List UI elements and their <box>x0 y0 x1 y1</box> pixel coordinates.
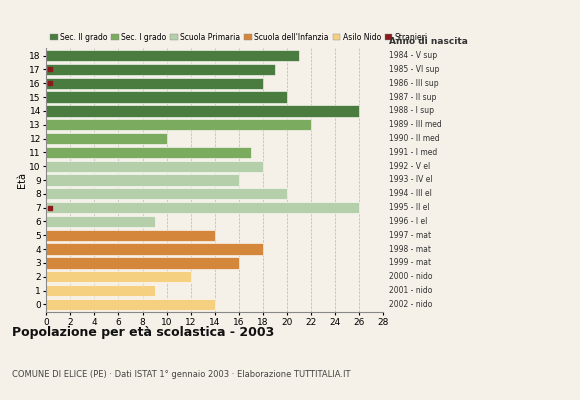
Text: 2002 - nido: 2002 - nido <box>389 300 432 309</box>
Text: 1989 - III med: 1989 - III med <box>389 120 441 129</box>
Text: 1995 - II el: 1995 - II el <box>389 203 429 212</box>
Legend: Sec. II grado, Sec. I grado, Scuola Primaria, Scuola dell'Infanzia, Asilo Nido, : Sec. II grado, Sec. I grado, Scuola Prim… <box>50 32 427 42</box>
Text: 1999 - mat: 1999 - mat <box>389 258 431 268</box>
Bar <box>46 50 299 61</box>
Text: 2001 - nido: 2001 - nido <box>389 286 432 295</box>
Bar <box>46 285 154 296</box>
Y-axis label: Età: Età <box>17 172 27 188</box>
Bar <box>46 271 191 282</box>
Bar <box>46 119 311 130</box>
Bar <box>46 78 263 89</box>
Text: 1984 - V sup: 1984 - V sup <box>389 51 437 60</box>
Text: 1985 - VI sup: 1985 - VI sup <box>389 65 439 74</box>
Text: Popolazione per età scolastica - 2003: Popolazione per età scolastica - 2003 <box>12 326 274 339</box>
Text: 1998 - mat: 1998 - mat <box>389 245 430 254</box>
Text: 1994 - III el: 1994 - III el <box>389 189 432 198</box>
Text: 2000 - nido: 2000 - nido <box>389 272 432 281</box>
Bar <box>46 147 251 158</box>
Bar <box>46 257 238 268</box>
Text: 1993 - IV el: 1993 - IV el <box>389 176 432 184</box>
Bar <box>46 64 275 75</box>
Text: 1991 - I med: 1991 - I med <box>389 148 437 157</box>
Text: 1986 - III sup: 1986 - III sup <box>389 79 438 88</box>
Bar <box>46 160 263 172</box>
Text: 1992 - V el: 1992 - V el <box>389 162 430 171</box>
Bar <box>46 92 287 103</box>
Bar <box>46 202 359 213</box>
Bar <box>46 105 359 116</box>
Text: 1997 - mat: 1997 - mat <box>389 231 431 240</box>
Bar <box>46 216 154 227</box>
Text: 1987 - II sup: 1987 - II sup <box>389 92 436 102</box>
Text: 1996 - I el: 1996 - I el <box>389 217 427 226</box>
Bar <box>46 244 263 255</box>
Bar <box>46 188 287 200</box>
Text: Anno di nascita: Anno di nascita <box>389 37 467 46</box>
Bar <box>46 299 215 310</box>
Bar <box>46 230 215 241</box>
Bar <box>46 174 238 186</box>
Text: COMUNE DI ELICE (PE) · Dati ISTAT 1° gennaio 2003 · Elaborazione TUTTITALIA.IT: COMUNE DI ELICE (PE) · Dati ISTAT 1° gen… <box>12 370 350 379</box>
Text: 1988 - I sup: 1988 - I sup <box>389 106 434 115</box>
Bar <box>46 133 166 144</box>
Text: 1990 - II med: 1990 - II med <box>389 134 439 143</box>
